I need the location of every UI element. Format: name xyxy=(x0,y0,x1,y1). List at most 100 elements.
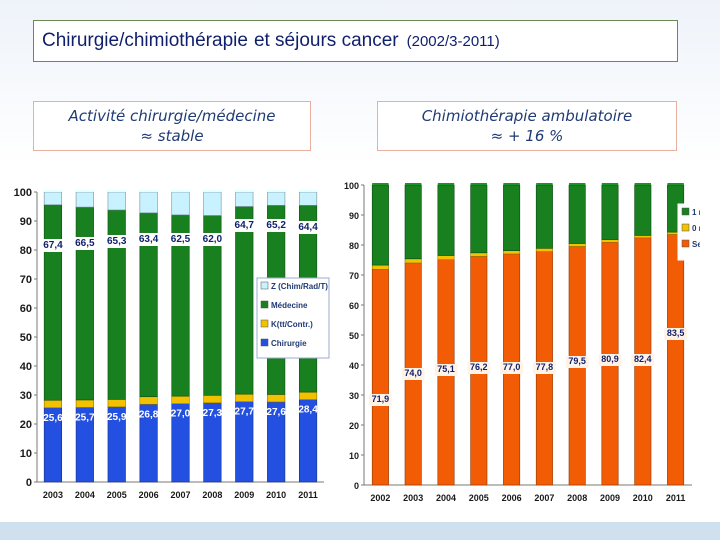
data-label-bg xyxy=(72,237,98,250)
legend-swatch xyxy=(260,300,269,309)
bar-segment xyxy=(235,191,254,207)
data-label-text: 64,7 xyxy=(235,220,255,231)
x-tick-label: 2010 xyxy=(633,493,653,503)
legend-swatch xyxy=(260,338,269,347)
y-tick-label: 90 xyxy=(20,216,32,228)
bar-cap xyxy=(203,190,222,192)
bar-segment xyxy=(171,395,190,405)
y-tick-label: 40 xyxy=(20,361,32,373)
data-label: 75,1 xyxy=(434,364,458,376)
bar-segment xyxy=(568,184,586,244)
x-tick-label: 2005 xyxy=(469,493,489,503)
legend-swatch xyxy=(681,239,690,248)
y-tick-label: 70 xyxy=(20,274,32,286)
bar-segment xyxy=(470,184,488,254)
data-label: 74,0 xyxy=(401,368,425,380)
bar-cap xyxy=(171,190,190,192)
x-tick-label: 2002 xyxy=(370,493,390,503)
data-label: 27,0 xyxy=(171,409,191,420)
surgery-medicine-chart: 0 10 20 30 40 50 60 70 80 90 100 2003 2004 2005 2006 20… xyxy=(14,187,330,500)
bar-segment xyxy=(43,204,63,401)
bar-cap xyxy=(503,183,520,185)
bar-segment xyxy=(634,235,652,239)
data-label-text: 71,9 xyxy=(372,394,390,404)
x-tick-label: 2003 xyxy=(403,493,423,503)
data-label-text: 25,9 xyxy=(107,412,127,423)
bar-segment xyxy=(404,184,422,260)
data-label-text: 77,0 xyxy=(503,362,521,372)
data-label-bg xyxy=(533,362,556,374)
data-label-text: 25,7 xyxy=(75,412,95,423)
y-tick-label: 100 xyxy=(14,187,32,199)
bar-segment xyxy=(601,184,619,240)
data-label: 26,8 xyxy=(139,409,159,420)
left-chart-caption: Activité chirurgie/médecine ≈ stable xyxy=(33,101,311,151)
legend-label: Z (Chim/Rad/T) xyxy=(271,282,328,291)
data-label-bg xyxy=(231,219,257,232)
data-label-bg xyxy=(104,235,130,248)
data-label-text: 76,2 xyxy=(470,362,488,372)
title-part-1: Chirurgie/chimiothérapie xyxy=(42,30,248,51)
data-label-text: 75,1 xyxy=(437,364,455,374)
data-label-bg xyxy=(664,328,687,340)
data-label-text: 63,4 xyxy=(139,234,159,245)
data-label: 77,0 xyxy=(500,362,523,374)
footer-band xyxy=(0,522,720,540)
bar-cap xyxy=(235,190,254,192)
y-tick-label: 60 xyxy=(20,303,32,315)
legend-swatch xyxy=(260,319,269,328)
y-tick-label: 10 xyxy=(20,448,32,460)
data-label-bg xyxy=(40,239,66,252)
bar-segment xyxy=(139,396,158,405)
data-label-text: 28,4 xyxy=(298,405,318,416)
data-label: 62,0 xyxy=(199,233,225,246)
bar-cap xyxy=(44,190,62,192)
bar-segment xyxy=(298,191,318,206)
legend-label: K(tt/Contr.) xyxy=(271,320,313,329)
data-label-text: 25,6 xyxy=(43,413,63,424)
data-label-bg xyxy=(631,354,655,366)
bar-cap xyxy=(437,183,455,185)
bar-segment xyxy=(371,269,389,486)
legend-label: Seances xyxy=(692,240,700,249)
bar-cap xyxy=(470,183,487,185)
data-label: 83,5 xyxy=(664,328,687,340)
right-caption-line1: Chimiothérapie ambulatoire xyxy=(421,107,633,125)
x-tick-label: 2009 xyxy=(600,493,620,503)
data-label-bg xyxy=(565,356,589,368)
y-tick-label: 90 xyxy=(349,211,359,221)
data-label-text: 65,3 xyxy=(107,236,127,247)
bar-cap xyxy=(139,190,158,192)
data-label: 63,4 xyxy=(136,233,162,246)
y-tick-label: 10 xyxy=(349,451,359,461)
data-label: 65,3 xyxy=(104,235,130,248)
data-label-text: 65,2 xyxy=(266,220,286,231)
x-tick-label: 2003 xyxy=(43,490,63,500)
data-label-bg xyxy=(136,233,162,246)
bar-segment xyxy=(601,239,619,243)
right-chart-caption: Chimiothérapie ambulatoire ≈ + 16 % xyxy=(377,101,677,151)
bar-segment xyxy=(267,394,286,403)
x-tick-label: 2007 xyxy=(170,490,190,500)
legend-swatch xyxy=(681,207,690,216)
data-label-text: 66,5 xyxy=(75,238,95,249)
data-label: 65,2 xyxy=(263,219,289,232)
bar-segment xyxy=(298,391,318,400)
y-tick-label: 50 xyxy=(20,332,32,344)
data-label-text: 74,0 xyxy=(404,368,422,378)
bar-segment xyxy=(371,264,389,270)
bar-segment xyxy=(75,206,94,401)
data-label-bg xyxy=(168,233,193,246)
data-label-text: 80,9 xyxy=(601,354,619,364)
bar-segment xyxy=(503,250,521,255)
y-tick-label: 100 xyxy=(344,181,359,191)
data-label: 62,5 xyxy=(168,233,193,246)
data-label-bg xyxy=(369,394,392,406)
data-label-text: 62,5 xyxy=(171,234,191,245)
data-label-bg xyxy=(401,368,425,380)
title-part-3: (2002/3-2011) xyxy=(406,32,500,50)
x-tick-label: 2010 xyxy=(266,490,286,500)
left-caption-line2: ≈ stable xyxy=(140,127,204,145)
data-label-bg xyxy=(295,221,321,234)
left-chart-panel: 0 10 20 30 40 50 60 70 80 90 100 2003 2004 2005 2006 20… xyxy=(10,170,330,515)
